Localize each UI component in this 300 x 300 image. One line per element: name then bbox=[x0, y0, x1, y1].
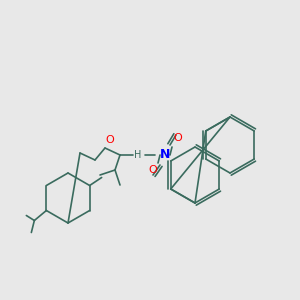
Text: O: O bbox=[174, 133, 182, 143]
Text: O: O bbox=[148, 165, 158, 175]
Text: N: N bbox=[160, 148, 170, 161]
Text: O: O bbox=[106, 135, 114, 145]
Text: H: H bbox=[134, 150, 142, 160]
